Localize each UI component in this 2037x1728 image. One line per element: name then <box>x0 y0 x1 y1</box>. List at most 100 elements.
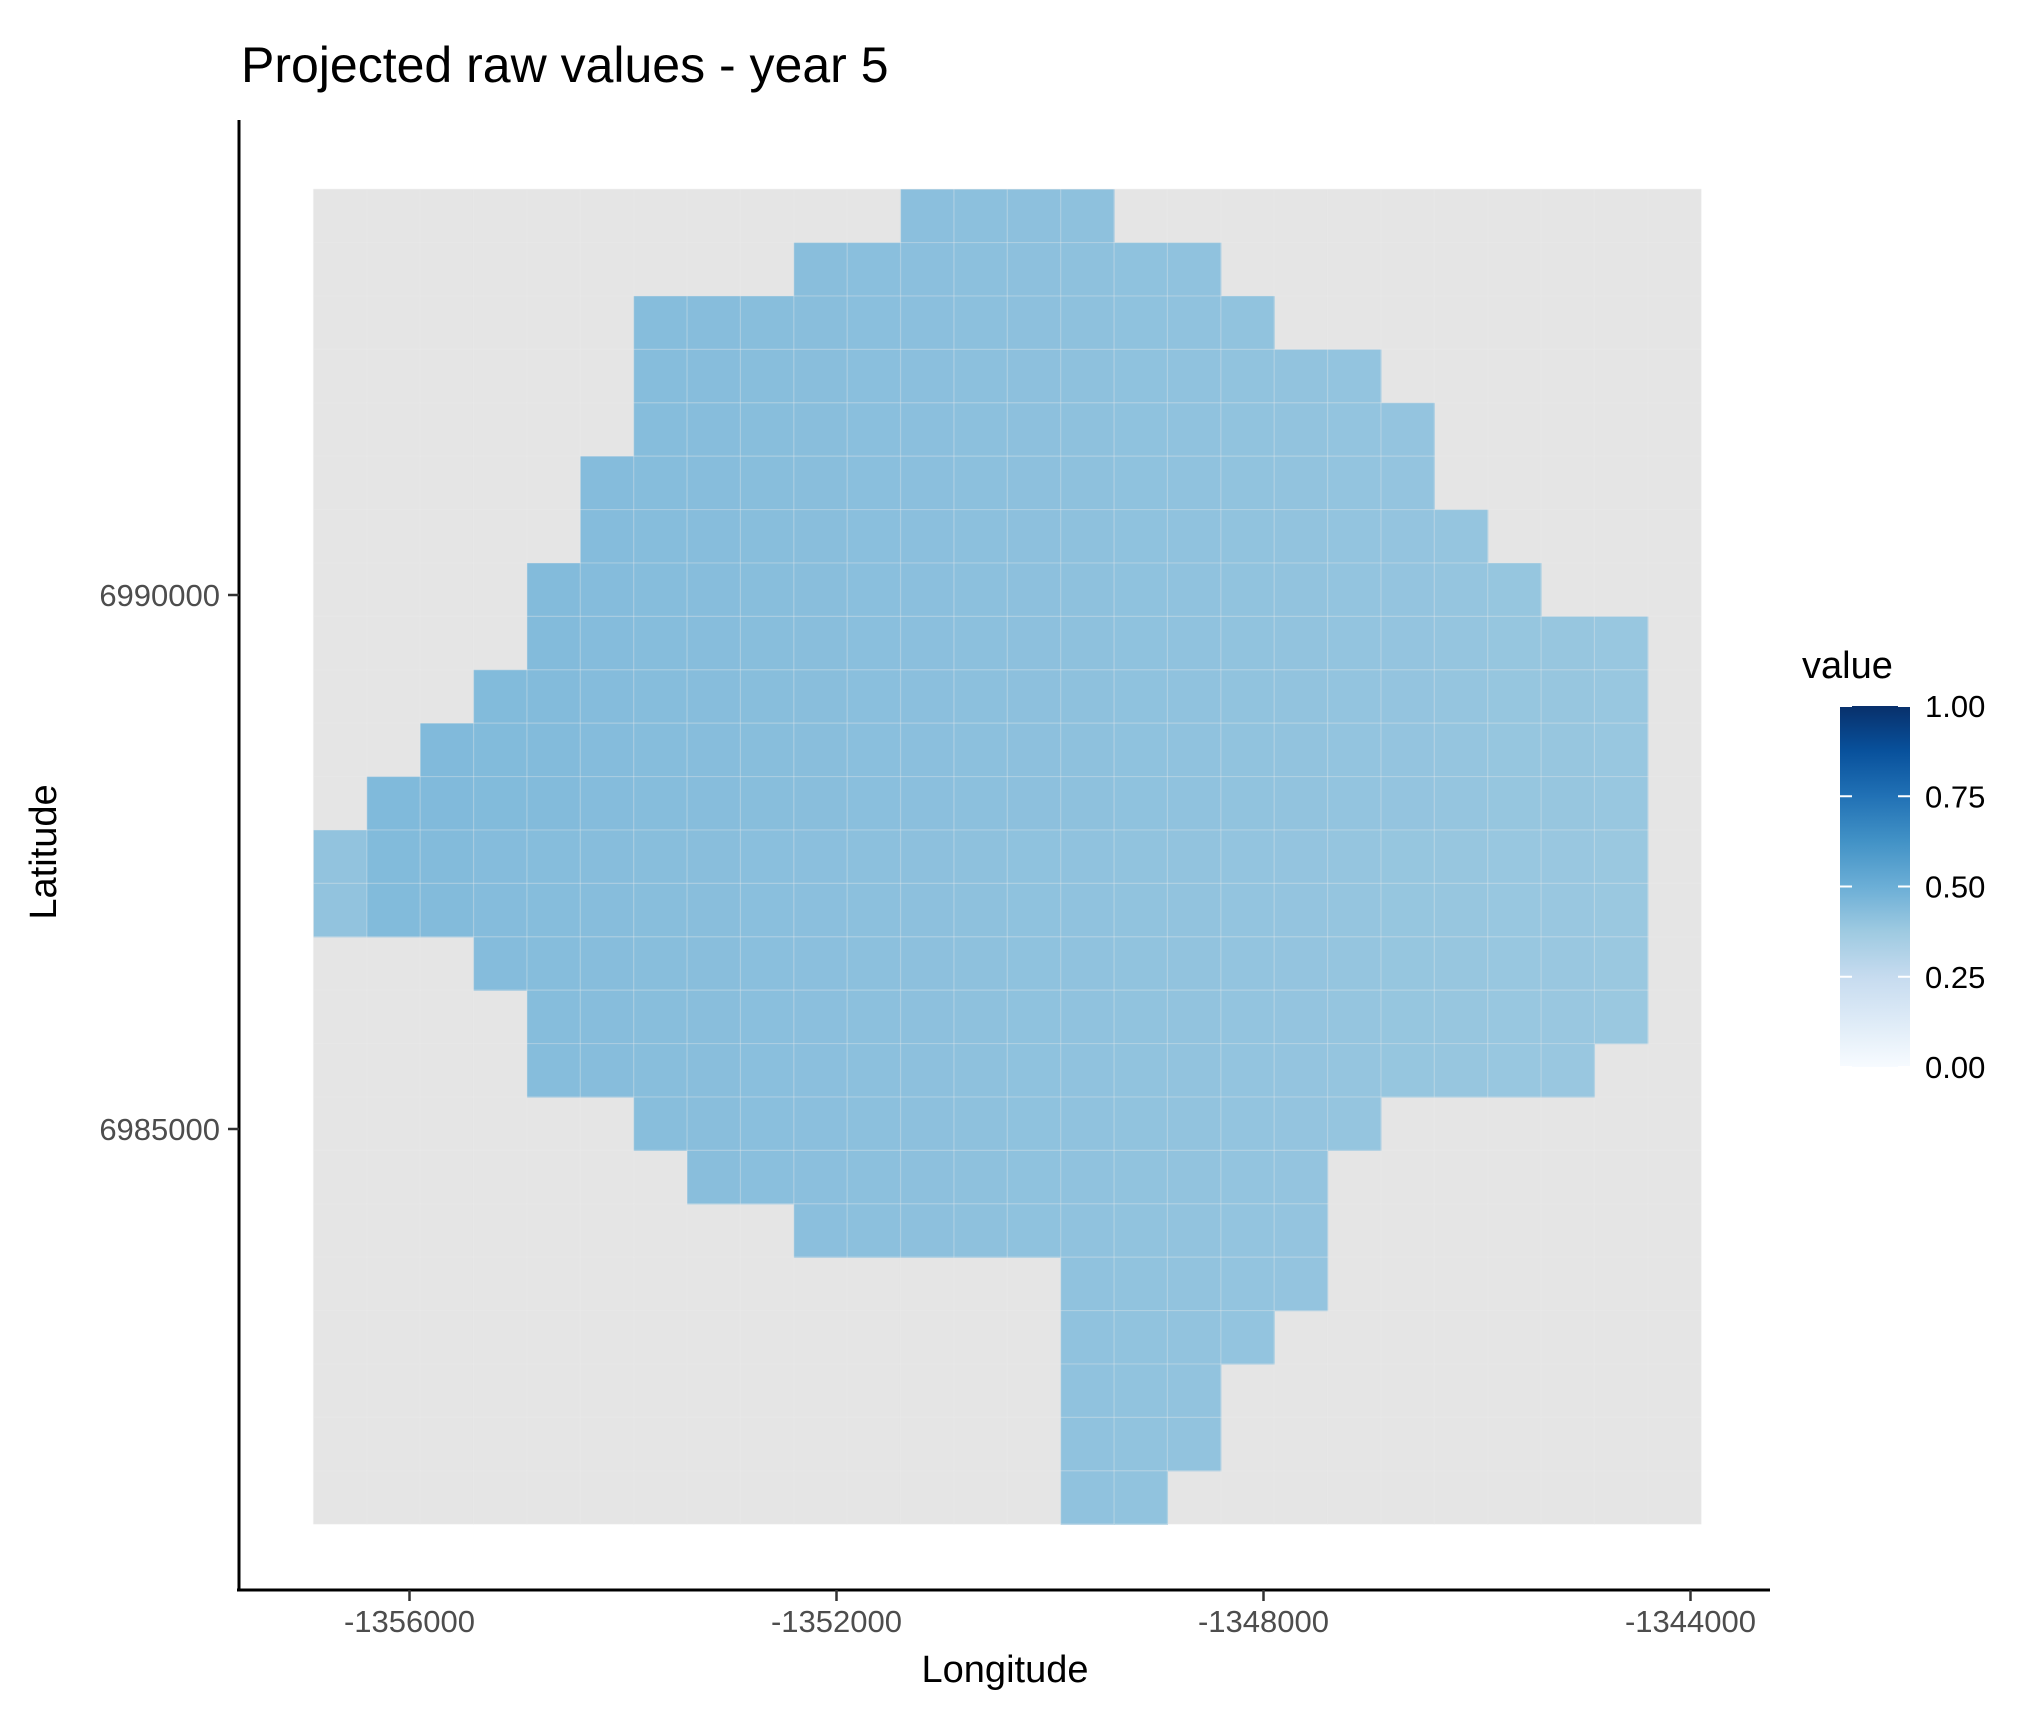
raster-cell <box>1167 776 1222 831</box>
raster-cell <box>580 562 635 617</box>
raster-cell <box>793 349 848 404</box>
raster-cell <box>1380 402 1435 457</box>
chart-title: Projected raw values - year 5 <box>241 37 889 93</box>
raster-cell <box>1007 1043 1062 1098</box>
raster-cell <box>793 295 848 350</box>
raster-cells <box>313 189 1649 1525</box>
raster-cell <box>740 509 795 564</box>
raster-cell <box>1327 562 1382 617</box>
raster-cell <box>1007 402 1062 457</box>
panel-gridlines <box>312 188 1702 1525</box>
raster-cell <box>740 669 795 724</box>
raster-cell <box>847 1043 902 1098</box>
raster-cell <box>1114 669 1169 724</box>
raster-cell <box>847 829 902 884</box>
raster-cell <box>1114 1150 1169 1205</box>
raster-cell <box>687 936 742 991</box>
raster-cell <box>1327 402 1382 457</box>
raster-cell <box>633 616 688 671</box>
raster-cell <box>633 936 688 991</box>
raster-cell <box>847 723 902 778</box>
raster-cell <box>473 883 528 938</box>
raster-cell <box>1380 509 1435 564</box>
raster-cell <box>1114 1470 1169 1525</box>
raster-cell <box>1007 456 1062 511</box>
raster-cell <box>1327 936 1382 991</box>
raster-cell <box>1007 1203 1062 1258</box>
raster-cell <box>740 402 795 457</box>
raster-cell <box>1060 776 1115 831</box>
raster-cell <box>1060 509 1115 564</box>
raster-cell <box>1114 883 1169 938</box>
raster-cell <box>526 990 581 1045</box>
raster-cell <box>1007 669 1062 724</box>
raster-cell <box>633 723 688 778</box>
raster-cell <box>740 1150 795 1205</box>
raster-cell <box>1220 402 1275 457</box>
raster-cell <box>1327 349 1382 404</box>
raster-cell <box>793 509 848 564</box>
raster-cell <box>1327 669 1382 724</box>
raster-cell <box>633 295 688 350</box>
raster-cell <box>526 723 581 778</box>
raster-cell <box>1220 295 1275 350</box>
raster-cell <box>793 776 848 831</box>
legend-title: value <box>1802 645 1893 687</box>
legend-label: 0.00 <box>1925 1050 1985 1085</box>
raster-cell <box>900 1096 955 1151</box>
raster-cell <box>1380 776 1435 831</box>
raster-cell <box>1220 1310 1275 1365</box>
raster-cell <box>1167 562 1222 617</box>
raster-cell <box>1167 1203 1222 1258</box>
raster-cell <box>1114 295 1169 350</box>
raster-cell <box>1541 829 1596 884</box>
raster-cell <box>1594 669 1649 724</box>
raster-cell <box>1220 616 1275 671</box>
raster-cell <box>900 829 955 884</box>
raster-cell <box>1060 1257 1115 1312</box>
raster-cell <box>1541 776 1596 831</box>
raster-cell <box>1167 456 1222 511</box>
raster-cell <box>1114 402 1169 457</box>
y-axis-ticks: 6990000 6985000 <box>99 578 239 1147</box>
raster-cell <box>1007 189 1062 244</box>
raster-cell <box>1060 402 1115 457</box>
raster-cell <box>1274 723 1329 778</box>
raster-cell <box>1327 1043 1382 1098</box>
raster-cell <box>1274 1257 1329 1312</box>
raster-cell <box>740 295 795 350</box>
raster-cell <box>633 829 688 884</box>
raster-cell <box>473 723 528 778</box>
raster-cell <box>1220 723 1275 778</box>
raster-cell <box>1380 616 1435 671</box>
raster-cell <box>1541 1043 1596 1098</box>
color-legend: value 1.00 0.75 0.50 0.25 0.00 <box>1802 645 1985 1085</box>
raster-cell <box>687 1150 742 1205</box>
raster-cell <box>1220 1150 1275 1205</box>
raster-cell <box>847 562 902 617</box>
raster-cell <box>313 883 368 938</box>
raster-cell <box>1380 669 1435 724</box>
raster-cell <box>1007 883 1062 938</box>
raster-cell <box>1060 1043 1115 1098</box>
raster-cell <box>1220 349 1275 404</box>
raster-cell <box>1541 936 1596 991</box>
raster-cell <box>687 562 742 617</box>
raster-cell <box>1060 1470 1115 1525</box>
raster-cell <box>1007 242 1062 297</box>
raster-cell <box>1274 1150 1329 1205</box>
raster-cell <box>366 883 421 938</box>
raster-cell <box>1167 1363 1222 1418</box>
raster-cell <box>953 829 1008 884</box>
raster-cell <box>847 936 902 991</box>
raster-cell <box>1114 723 1169 778</box>
raster-cell <box>313 829 368 884</box>
raster-cell <box>1114 242 1169 297</box>
raster-cell <box>953 669 1008 724</box>
raster-cell <box>1594 829 1649 884</box>
raster-cell <box>1434 1043 1489 1098</box>
raster-cell <box>953 1096 1008 1151</box>
raster-cell <box>526 936 581 991</box>
raster-cell <box>1114 456 1169 511</box>
raster-cell <box>847 776 902 831</box>
